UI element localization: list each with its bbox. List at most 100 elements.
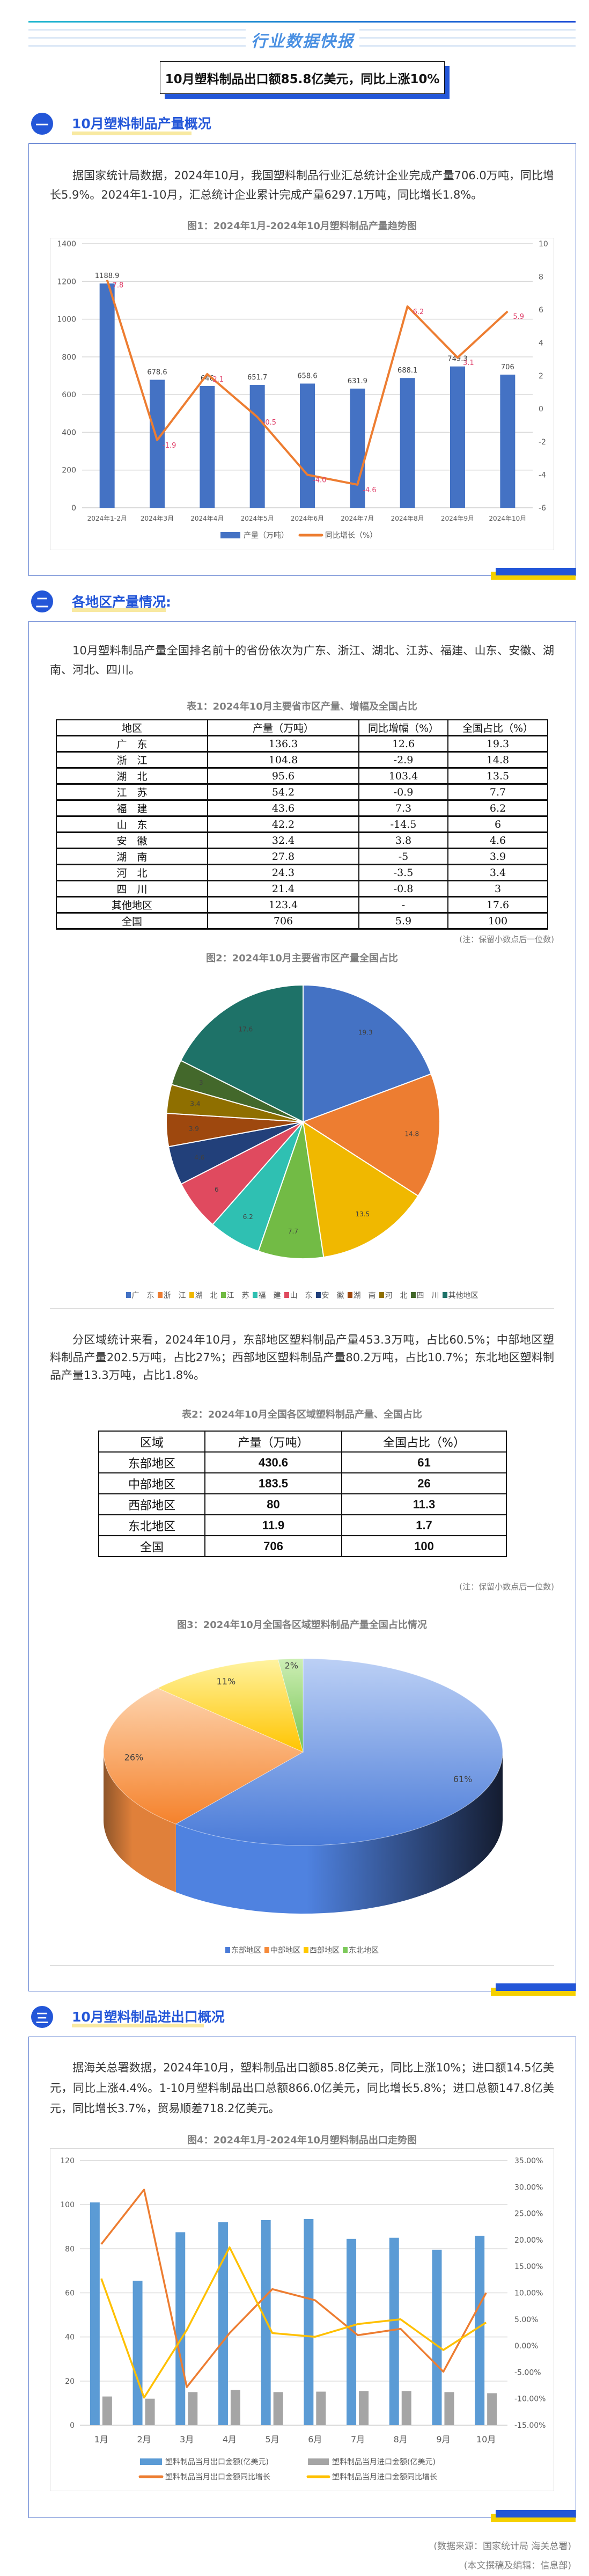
legend-swatch — [225, 1947, 230, 1953]
column-header: 全国占比（%） — [341, 1431, 507, 1453]
chart-frame: 0 20 40 60 80 100 120 -15.00% -10.00% -5.00% 0.00%… — [50, 2148, 554, 2491]
left-axis-tick-label: 1000 — [57, 316, 76, 324]
section-number-icon: 一 — [31, 113, 53, 135]
table-cell: -3.5 — [358, 864, 448, 881]
bar-data-label: 658.6 — [297, 373, 317, 381]
table-row: 湖 北 95.6 103.4 13.5 — [56, 767, 548, 785]
section-number-icon: 三 — [31, 2006, 53, 2028]
pie-slice — [257, 1121, 325, 1259]
left-axis-tick-label: 0 — [70, 2421, 75, 2430]
table-row: 河 北 24.3 -3.5 3.4 — [56, 864, 548, 881]
left-axis-tick-label: 0 — [71, 504, 76, 513]
table-cell: 西部地区 — [98, 1493, 205, 1515]
header-stripe — [28, 29, 246, 31]
line-data-label: 7.8 — [113, 282, 124, 290]
legend-label: 湖 南 — [353, 1291, 376, 1300]
legend-swatch — [442, 1292, 447, 1298]
bar-data-label: 631.9 — [348, 377, 367, 385]
table-cell: 706 — [204, 1535, 342, 1557]
header-top-line — [28, 21, 576, 23]
bar — [304, 2219, 314, 2425]
line-data-label: -1.9 — [163, 442, 176, 450]
table-cell: 61 — [341, 1451, 507, 1473]
pie-data-label: 3.9 — [189, 1125, 199, 1133]
table-header-row: 地区 产量（万吨） 同比增幅（%） 全国占比（%） — [56, 719, 548, 736]
x-axis-tick-label: 2024年8月 — [391, 515, 424, 522]
paragraph: 10月塑料制品产量全国排名前十的省份依次为广东、浙江、湖北、江苏、福建、山东、安… — [50, 644, 554, 676]
x-axis-tick-label: 2024年7月 — [341, 515, 374, 522]
legend-item: 西部地区 — [304, 1945, 340, 1955]
chart-title: 图1：2024年1月-2024年10月塑料制品产量趋势图 — [187, 221, 417, 232]
table-cell: 3.8 — [358, 831, 448, 849]
bar — [188, 2392, 198, 2425]
x-axis-tick-label: 2024年9月 — [441, 515, 474, 522]
divider — [50, 1308, 554, 1309]
table-row: 安 徽 32.4 3.8 4.6 — [56, 831, 548, 849]
legend-item: 广 东 — [126, 1290, 154, 1301]
left-axis-tick-label: 120 — [60, 2157, 75, 2165]
table-row: 广 东 136.3 12.6 19.3 — [56, 735, 548, 753]
bar — [475, 2236, 485, 2425]
column-header: 地区 — [56, 719, 208, 736]
data-source: (数据来源：国家统计局 海关总署) — [433, 2541, 571, 2552]
pie-legend: 东部地区 中部地区 西部地区 东北地区 — [50, 1945, 554, 1955]
column-header: 区域 — [98, 1431, 205, 1453]
legend-swatch — [252, 1292, 257, 1298]
legend-swatch — [189, 1292, 194, 1298]
corner-decoration — [496, 1983, 576, 1991]
left-axis-tick-label: 800 — [62, 353, 76, 362]
province-production-table: 地区 产量（万吨） 同比增幅（%） 全国占比（%）广 东 136.3 12.6 19.3 浙 … — [56, 719, 548, 930]
table-row: 东北地区 11.9 1.7 — [98, 1514, 507, 1536]
headline: 10月塑料制品出口额85.8亿美元，同比上涨10% — [160, 61, 445, 94]
chart-frame: 0 200 400 600 800 1000 1200 1400 -6 -4 -2 0 2 4 6 8 10 20… — [50, 238, 554, 550]
bar — [200, 385, 215, 508]
production-trend-chart: 0 200 400 600 800 1000 1200 1400 -6 -4 -2 0 2 4 6 8 10 20… — [57, 240, 548, 540]
right-axis-tick-label: 20.00% — [514, 2236, 543, 2245]
line-series — [100, 2188, 487, 2388]
left-axis-tick-label: 60 — [65, 2289, 75, 2298]
table-cell: 3.4 — [447, 864, 548, 881]
pie-slice — [180, 984, 304, 1123]
table-header-row: 区域 产量（万吨） 全国占比（%） — [98, 1431, 507, 1453]
legend-label: 塑料制品当月出口金额(亿美元) — [165, 2458, 269, 2466]
pie-data-label: 3 — [199, 1079, 203, 1086]
legend-item: 福 建 — [252, 1290, 281, 1301]
line-data-label: 2.1 — [212, 376, 224, 384]
left-axis-tick-label: 1200 — [57, 278, 76, 286]
right-axis-tick-label: 6 — [539, 306, 543, 315]
table-cell: 东部地区 — [98, 1451, 205, 1473]
section-title: 各地区产量情况: — [72, 594, 171, 610]
table-cell: 山 东 — [56, 815, 208, 833]
right-axis-tick-label: -6 — [539, 504, 546, 513]
divider — [50, 1965, 554, 1966]
table-cell: - — [358, 896, 448, 914]
table-cell: 湖 北 — [56, 767, 208, 785]
bar — [350, 388, 365, 508]
line-data-label: -0.5 — [263, 419, 276, 427]
legend-label: 塑料制品当月进口金额(亿美元) — [332, 2458, 436, 2466]
pie-data-label: 17.6 — [239, 1025, 253, 1033]
legend-swatch — [284, 1292, 289, 1298]
legend-label: 江 苏 — [226, 1291, 249, 1300]
legend-item: 中部地区 — [264, 1945, 300, 1955]
right-axis-tick-label: 0 — [539, 405, 543, 414]
right-axis-tick-label: 5.00% — [514, 2316, 538, 2324]
table-cell: 12.6 — [358, 735, 448, 753]
x-axis-tick-label: 3月 — [180, 2434, 194, 2444]
bar — [487, 2393, 497, 2425]
table-cell: 福 建 — [56, 799, 208, 817]
right-axis-tick-label: 10.00% — [514, 2289, 543, 2298]
table-cell: 706 — [207, 912, 359, 930]
legend-label: 四 川 — [416, 1291, 439, 1300]
bar-data-label: 678.6 — [147, 369, 167, 377]
legend-label: 湖 北 — [195, 1291, 218, 1300]
legend-swatch — [379, 1292, 384, 1298]
region-production-table: 区域 产量（万吨） 全国占比（%） 东部地区 430.6 61 中部地区 183.5 26 西部地… — [98, 1431, 507, 1557]
legend-item: 河 北 — [379, 1290, 408, 1301]
table-cell: 全国 — [56, 912, 208, 930]
table-row: 全国 706 100 — [98, 1535, 507, 1557]
pie-data-label: 26% — [124, 1752, 144, 1762]
table-note: (注：保留小数点后一位数) — [459, 1582, 554, 1592]
pie-slice — [303, 984, 432, 1123]
legend-swatch — [315, 1292, 321, 1298]
